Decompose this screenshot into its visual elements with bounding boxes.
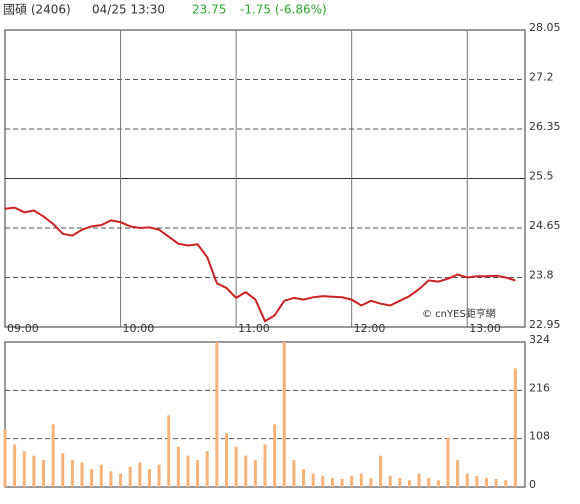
volume-bar: [494, 478, 498, 487]
volume-bar: [302, 469, 306, 487]
volume-bar: [138, 462, 142, 487]
volume-bar: [99, 464, 103, 487]
volume-bar: [465, 473, 469, 487]
y-tick-label: 26.35: [529, 120, 561, 133]
y-tick-label: 28.05: [529, 21, 561, 34]
volume-bar: [61, 453, 65, 487]
x-tick-label: 12:00: [354, 322, 386, 335]
volume-bar: [263, 444, 267, 487]
volume-bar: [388, 475, 392, 487]
volume-bar: [321, 475, 325, 487]
y-tick-label: 24.65: [529, 219, 561, 232]
volume-bar: [292, 460, 296, 487]
y-tick-label: 23.8: [529, 269, 554, 282]
y-tick-label: 0: [529, 478, 536, 491]
volume-bar: [446, 437, 450, 487]
volume-bar: [186, 455, 190, 487]
x-tick-label: 13:00: [469, 322, 501, 335]
volume-bar: [167, 415, 171, 487]
volume-bar: [234, 446, 238, 487]
volume-bar: [128, 466, 132, 487]
y-tick-label: 108: [529, 430, 550, 443]
volume-bar: [369, 478, 373, 487]
volume-bar: [42, 460, 46, 487]
y-tick-label: 324: [529, 333, 550, 346]
volume-bar: [273, 424, 277, 487]
quote-time: 04/25 13:30: [92, 3, 165, 17]
volume-bar: [311, 473, 315, 487]
volume-bar: [157, 464, 161, 487]
volume-bar: [475, 475, 479, 487]
volume-bar: [224, 433, 228, 487]
volume-bar: [513, 368, 517, 487]
y-tick-label: 25.5: [529, 170, 554, 183]
volume-bar: [407, 480, 411, 487]
x-tick-label: 11:00: [238, 322, 270, 335]
volume-bar: [330, 478, 334, 487]
volume-bar: [90, 469, 94, 487]
volume-bar: [417, 473, 421, 487]
y-tick-label: 216: [529, 381, 550, 394]
stock-name: 國碩 (2406): [3, 3, 71, 17]
y-tick-label: 22.95: [529, 318, 561, 331]
volume-bar: [147, 469, 151, 487]
x-tick-label: 09:00: [7, 322, 39, 335]
volume-bar: [13, 444, 17, 487]
volume-bar: [340, 478, 344, 487]
volume-bar: [80, 462, 84, 487]
volume-bar: [176, 446, 180, 487]
y-tick-label: 27.2: [529, 71, 554, 84]
last-price: 23.75: [192, 3, 226, 17]
volume-bar: [379, 455, 383, 487]
volume-bar: [484, 478, 488, 487]
volume-bar: [205, 451, 209, 487]
volume-bar: [504, 480, 508, 487]
volume-bar: [3, 428, 7, 487]
volume-bar: [22, 451, 26, 487]
volume-bar: [456, 460, 460, 487]
volume-bar: [109, 471, 113, 487]
volume-bar: [32, 455, 36, 487]
volume-bar: [398, 478, 402, 487]
x-tick-label: 10:00: [123, 322, 155, 335]
volume-bar: [51, 424, 55, 487]
volume-bar: [119, 473, 123, 487]
volume-bar: [282, 342, 286, 487]
volume-bar: [215, 342, 219, 487]
volume-bar: [244, 455, 248, 487]
price-line: [4, 206, 516, 323]
volume-bar: [359, 473, 363, 487]
volume-bar: [253, 460, 257, 487]
volume-bar: [196, 460, 200, 487]
price-change: -1.75 (-6.86%): [240, 3, 327, 17]
watermark: © cnYES鉅亨網: [422, 307, 496, 320]
volume-bar: [70, 460, 74, 487]
volume-bar: [350, 475, 354, 487]
volume-bar: [436, 480, 440, 487]
volume-bar: [427, 478, 431, 487]
